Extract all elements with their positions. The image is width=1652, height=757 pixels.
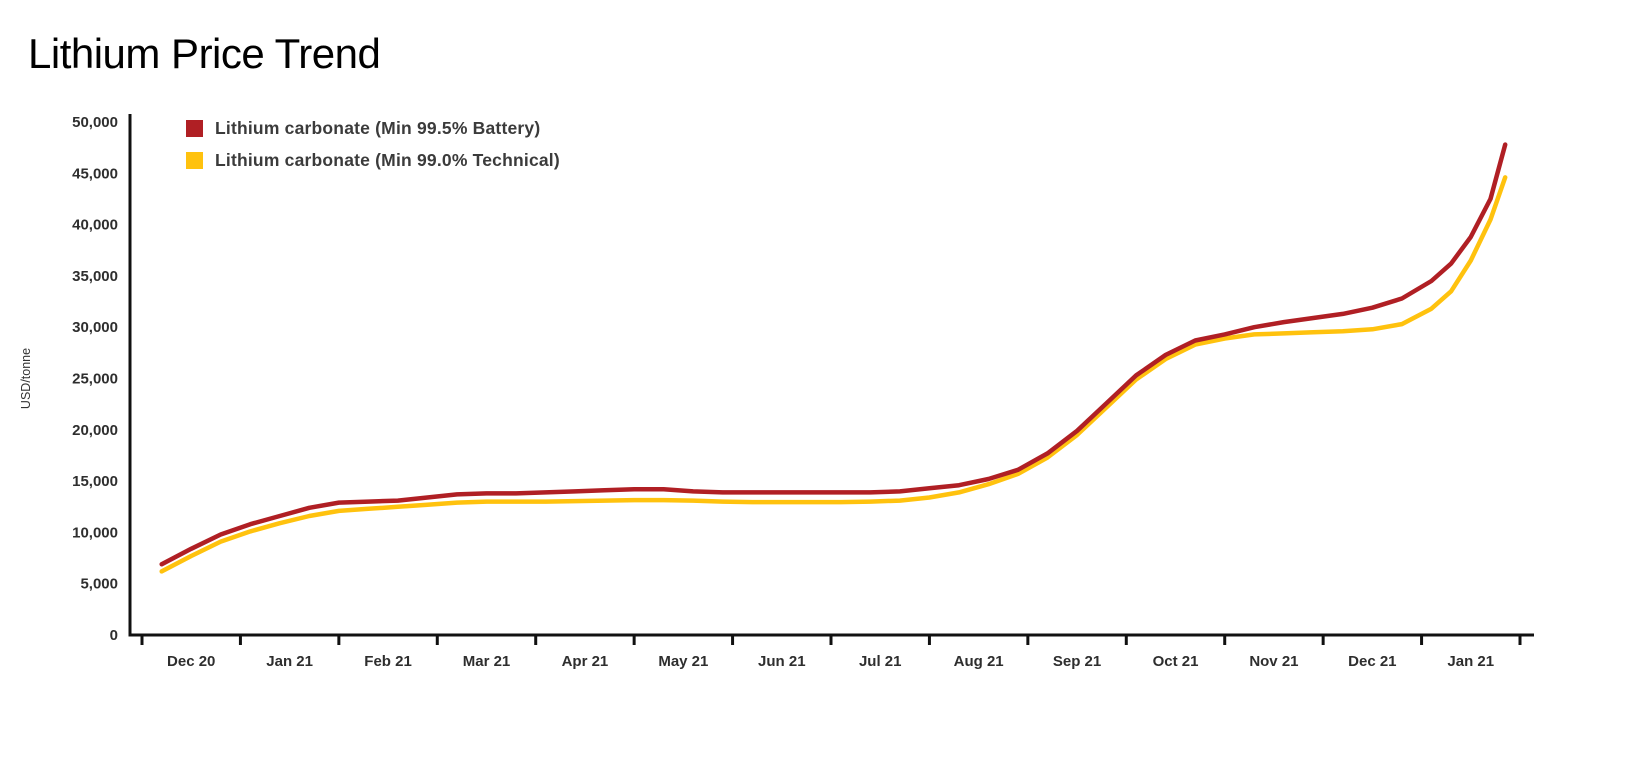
x-axis-tick-label: Jul 21 (859, 653, 902, 670)
x-axis-tick-label: Dec 20 (167, 653, 215, 670)
page-title: Lithium Price Trend (28, 30, 381, 77)
chart-legend: Lithium carbonate (Min 99.5% Battery) Li… (186, 118, 560, 171)
y-axis-tick-label: 10,000 (72, 525, 118, 542)
page: Lithium Price Trend 0 5,000 10,000 15,000 20… (0, 30, 1652, 725)
x-axis-tick-label: Nov 21 (1249, 653, 1298, 670)
x-axis-tick-label: May 21 (658, 653, 708, 670)
series-line-technical (159, 175, 1508, 574)
x-axis-tick-label: Aug 21 (954, 653, 1004, 670)
legend-swatch-battery-icon (186, 120, 203, 138)
x-axis-tick-label: Dec 21 (1348, 653, 1396, 670)
x-axis-tick-label: Jan 21 (1447, 653, 1494, 670)
legend-item-battery: Lithium carbonate (Min 99.5% Battery) (186, 118, 560, 139)
y-axis-tick-label: 50,000 (72, 114, 118, 131)
chart-canvas: 0 5,000 10,000 15,000 20,000 25,000 30,000 35,0… (19, 114, 1534, 670)
series-line-battery (159, 142, 1508, 567)
legend-label-battery: Lithium carbonate (Min 99.5% Battery) (215, 118, 541, 139)
legend-label-technical: Lithium carbonate (Min 99.0% Technical) (215, 150, 560, 171)
y-axis-tick-label: 5,000 (80, 576, 118, 593)
x-axis-tick-label: Sep 21 (1053, 653, 1101, 670)
y-axis-title: USD/tonne (19, 348, 33, 409)
y-axis-tick-label: 0 (110, 627, 118, 644)
y-axis-tick-label: 40,000 (72, 217, 118, 234)
lithium-price-chart: 0 5,000 10,000 15,000 20,000 25,000 30,000 35,0… (0, 100, 1560, 725)
x-axis-tick-label: Mar 21 (463, 653, 511, 670)
x-axis-tick-label: Feb 21 (364, 653, 412, 670)
y-axis-tick-label: 35,000 (72, 268, 118, 285)
y-axis-tick-label: 45,000 (72, 166, 118, 183)
legend-swatch-technical-icon (186, 152, 203, 170)
y-axis-tick-label: 20,000 (72, 422, 118, 439)
y-axis-tick-label: 30,000 (72, 319, 118, 336)
x-axis-tick-label: Jan 21 (266, 653, 313, 670)
x-axis-tick-label: Oct 21 (1153, 653, 1199, 670)
legend-item-technical: Lithium carbonate (Min 99.0% Technical) (186, 150, 560, 171)
y-axis-tick-label: 25,000 (72, 371, 118, 388)
y-axis-tick-label: 15,000 (72, 473, 118, 490)
x-axis-tick-label: Apr 21 (562, 653, 609, 670)
x-axis-tick-label: Jun 21 (758, 653, 806, 670)
